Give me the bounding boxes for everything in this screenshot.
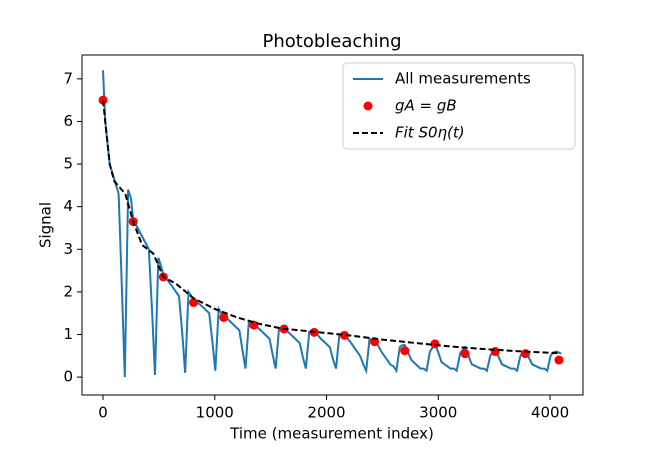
x-tick-label: 4000 xyxy=(531,404,569,422)
y-tick-label: 0 xyxy=(63,368,73,386)
axes-frame xyxy=(81,54,584,396)
point xyxy=(189,298,199,308)
chart-title: Photobleaching xyxy=(262,31,401,52)
point xyxy=(490,347,500,357)
legend-marker xyxy=(363,101,373,111)
y-tick-label: 3 xyxy=(63,240,73,258)
y-axis-label: Signal xyxy=(37,202,55,248)
point xyxy=(219,312,229,322)
y-tick-label: 5 xyxy=(63,155,73,173)
point xyxy=(520,349,530,359)
legend-label: All measurements xyxy=(395,70,531,88)
y-tick-label: 4 xyxy=(63,197,73,215)
plot-area xyxy=(98,70,564,378)
y-tick-label: 1 xyxy=(63,325,73,343)
y-tick-label: 7 xyxy=(63,69,73,87)
legend-label: Fit S0η(t) xyxy=(395,124,465,142)
point xyxy=(249,320,259,330)
series-line xyxy=(102,70,562,378)
point xyxy=(460,349,470,359)
x-tick-label: 3000 xyxy=(419,404,457,422)
y-tick-label: 2 xyxy=(63,282,73,300)
point xyxy=(400,346,410,356)
x-tick-label: 2000 xyxy=(307,404,345,422)
x-tick-label: 0 xyxy=(98,404,108,422)
point xyxy=(339,330,349,340)
x-tick-label: 1000 xyxy=(196,404,234,422)
x-axis-label: Time (measurement index) xyxy=(229,425,434,443)
y-tick-label: 6 xyxy=(63,112,73,130)
legend-label: gA = gB xyxy=(395,97,457,115)
fit-line xyxy=(102,100,560,355)
point xyxy=(554,355,564,365)
legend-box xyxy=(342,62,576,150)
